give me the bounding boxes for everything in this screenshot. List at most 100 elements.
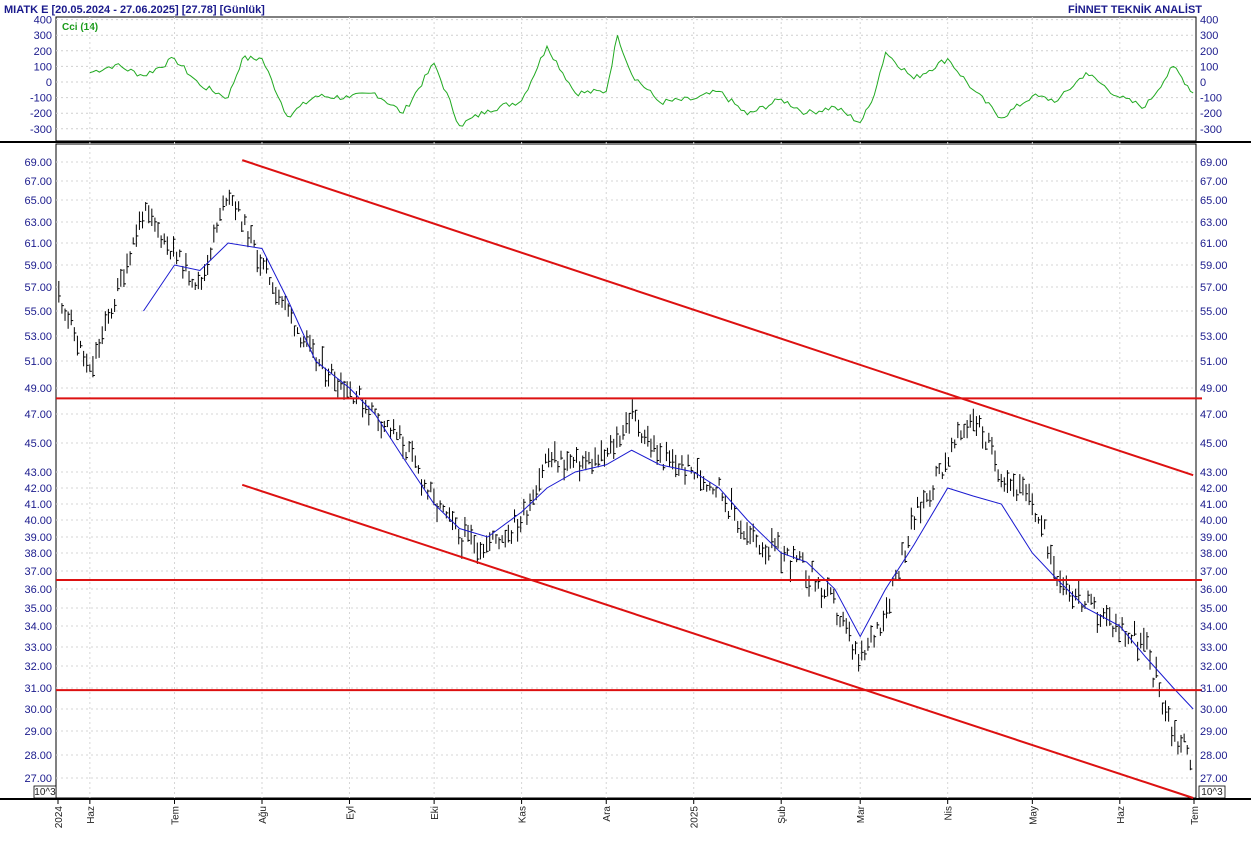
trend-channel-line bbox=[241, 159, 1194, 477]
price-tick-label: 53.00 bbox=[1200, 331, 1228, 343]
price-tick-label: 43.00 bbox=[1200, 467, 1228, 479]
price-tick-label: 45.00 bbox=[1200, 438, 1228, 450]
price-tick-label: 51.00 bbox=[1200, 356, 1228, 368]
scale-note-left: 10^3 bbox=[34, 787, 56, 798]
price-tick-label: 49.00 bbox=[1200, 383, 1228, 395]
x-axis-label: Eyl bbox=[345, 806, 356, 820]
brand-label: FİNNET TEKNİK ANALİST bbox=[1068, 3, 1202, 16]
cci-tick-label: -100 bbox=[1200, 93, 1222, 105]
price-bars-layer bbox=[58, 189, 1193, 771]
price-tick-label: 36.00 bbox=[24, 584, 52, 596]
price-tick-label: 34.00 bbox=[1200, 621, 1228, 633]
cci-tick-label: 100 bbox=[34, 61, 52, 73]
trend-channel-line bbox=[241, 483, 1194, 799]
price-tick-label: 39.00 bbox=[1200, 532, 1228, 544]
price-tick-label: 69.00 bbox=[1200, 157, 1228, 169]
cci-tick-label: 0 bbox=[46, 77, 52, 89]
price-tick-label: 61.00 bbox=[1200, 238, 1228, 250]
price-tick-label: 42.00 bbox=[24, 483, 52, 495]
price-tick-label: 36.00 bbox=[1200, 584, 1228, 596]
indicator-label: Cci (14) bbox=[62, 22, 98, 33]
price-tick-label: 47.00 bbox=[1200, 409, 1228, 421]
price-tick-label: 27.00 bbox=[24, 773, 52, 785]
price-tick-label: 38.00 bbox=[1200, 548, 1228, 560]
cci-tick-label: -200 bbox=[1200, 108, 1222, 120]
price-tick-label: 34.00 bbox=[24, 621, 52, 633]
x-axis-label: 2024 bbox=[54, 806, 65, 829]
price-tick-label: 37.00 bbox=[24, 566, 52, 578]
scale-note-box-right bbox=[1198, 785, 1226, 799]
x-axis-label: Tem bbox=[171, 806, 182, 825]
trend-lines-layer bbox=[56, 159, 1202, 799]
price-tick-label: 31.00 bbox=[24, 683, 52, 695]
x-axis-label: Tem bbox=[1190, 806, 1201, 825]
price-tick-label: 63.00 bbox=[1200, 217, 1228, 229]
price-tick-label: 45.00 bbox=[24, 438, 52, 450]
price-tick-label: 63.00 bbox=[24, 217, 52, 229]
price-tick-label: 33.00 bbox=[24, 642, 52, 654]
x-axis-label: Ağu bbox=[258, 806, 269, 824]
price-tick-label: 69.00 bbox=[24, 157, 52, 169]
price-tick-label: 53.00 bbox=[24, 331, 52, 343]
price-tick-label: 67.00 bbox=[1200, 176, 1228, 188]
price-tick-label: 35.00 bbox=[24, 603, 52, 615]
cci-tick-label: -100 bbox=[30, 93, 52, 105]
price-tick-label: 57.00 bbox=[24, 282, 52, 294]
price-tick-label: 55.00 bbox=[1200, 306, 1228, 318]
price-tick-label: 59.00 bbox=[24, 260, 52, 272]
price-tick-label: 61.00 bbox=[24, 238, 52, 250]
x-axis-label: Şub bbox=[777, 806, 788, 824]
price-tick-label: 65.00 bbox=[24, 195, 52, 207]
price-tick-label: 51.00 bbox=[24, 356, 52, 368]
price-tick-label: 41.00 bbox=[24, 499, 52, 511]
price-tick-label: 59.00 bbox=[1200, 260, 1228, 272]
price-tick-label: 28.00 bbox=[1200, 750, 1228, 762]
price-tick-label: 38.00 bbox=[24, 548, 52, 560]
price-tick-label: 39.00 bbox=[24, 532, 52, 544]
price-tick-label: 35.00 bbox=[1200, 603, 1228, 615]
price-tick-label: 29.00 bbox=[24, 726, 52, 738]
price-tick-label: 33.00 bbox=[1200, 642, 1228, 654]
cci-tick-label: -300 bbox=[30, 124, 52, 136]
scale-note-box-left bbox=[33, 785, 57, 799]
x-axis-label: May bbox=[1028, 806, 1039, 825]
x-axis-label: Ara bbox=[602, 806, 613, 822]
price-tick-label: 28.00 bbox=[24, 750, 52, 762]
moving-average-line bbox=[143, 242, 1194, 710]
x-axis-label: Nis bbox=[944, 806, 955, 820]
price-tick-label: 41.00 bbox=[1200, 499, 1228, 511]
price-tick-label: 42.00 bbox=[1200, 483, 1228, 495]
price-tick-label: 47.00 bbox=[24, 409, 52, 421]
cci-layer bbox=[89, 35, 1194, 127]
cci-tick-label: 300 bbox=[34, 30, 52, 42]
x-axis-label: Mar bbox=[856, 805, 867, 823]
cci-tick-label: 400 bbox=[1200, 15, 1218, 27]
x-axis-label: Kas bbox=[518, 806, 529, 823]
price-tick-label: 32.00 bbox=[24, 661, 52, 673]
price-tick-label: 31.00 bbox=[1200, 683, 1228, 695]
price-tick-label: 40.00 bbox=[1200, 515, 1228, 527]
x-axis-label: 2025 bbox=[690, 806, 701, 829]
scale-note-right: 10^3 bbox=[1201, 787, 1223, 798]
price-tick-label: 43.00 bbox=[24, 467, 52, 479]
axis-layer: 400 400 300 300 200 200 100 100 0 0 -100 -100 -200 -2… bbox=[24, 15, 1227, 829]
grid-layer bbox=[56, 17, 1196, 798]
cci-tick-label: 200 bbox=[1200, 46, 1218, 58]
price-tick-label: 49.00 bbox=[24, 383, 52, 395]
price-tick-label: 29.00 bbox=[1200, 726, 1228, 738]
cci-tick-label: 0 bbox=[1200, 77, 1206, 89]
price-tick-label: 32.00 bbox=[1200, 661, 1228, 673]
moving-average-layer bbox=[143, 242, 1194, 710]
cci-tick-label: 300 bbox=[1200, 30, 1218, 42]
cci-tick-label: 100 bbox=[1200, 61, 1218, 73]
price-tick-label: 27.00 bbox=[1200, 773, 1228, 785]
price-tick-label: 67.00 bbox=[24, 176, 52, 188]
price-tick-label: 55.00 bbox=[24, 306, 52, 318]
price-tick-label: 30.00 bbox=[24, 704, 52, 716]
x-axis-label: Haz bbox=[1116, 806, 1127, 824]
cci-tick-label: 400 bbox=[34, 15, 52, 27]
cci-tick-label: -200 bbox=[30, 108, 52, 120]
cci-series-line bbox=[89, 35, 1194, 127]
x-axis-label: Eki bbox=[430, 806, 441, 820]
